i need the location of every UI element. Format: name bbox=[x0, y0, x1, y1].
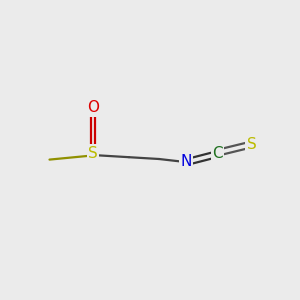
Text: C: C bbox=[212, 146, 223, 161]
Text: O: O bbox=[87, 100, 99, 116]
Text: N: N bbox=[180, 154, 192, 169]
Text: S: S bbox=[88, 146, 98, 160]
Text: S: S bbox=[247, 137, 256, 152]
